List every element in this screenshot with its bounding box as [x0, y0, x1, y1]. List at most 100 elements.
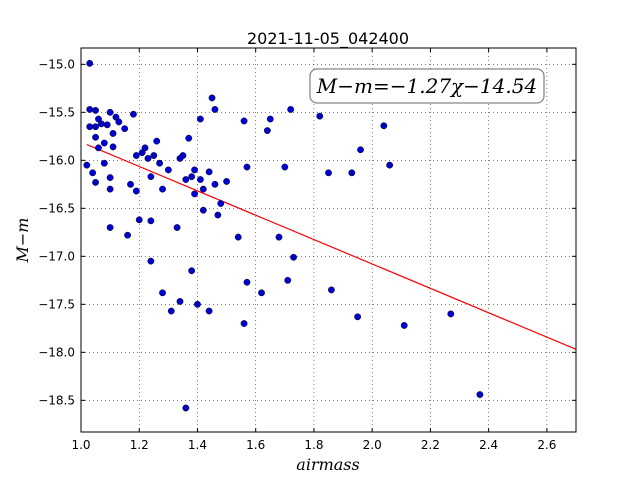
data-point	[287, 106, 295, 113]
data-point	[100, 159, 108, 167]
data-point	[476, 391, 484, 398]
data-point	[205, 307, 213, 315]
data-point	[153, 137, 161, 145]
data-point	[243, 163, 251, 171]
data-point	[214, 211, 222, 219]
data-point	[199, 206, 207, 214]
y-tick-labels: −15.0 −15.5 −16.0 −16.5 −17.0 −17.5 −18.0 −18.5	[38, 57, 75, 407]
data-point	[92, 133, 99, 141]
data-point	[141, 144, 149, 152]
x-tick-labels: 1.0 1.2 1.4 1.6 1.8 2.0 2.2 2.4 2.6	[71, 438, 556, 452]
data-point	[348, 169, 356, 177]
data-point	[121, 125, 129, 133]
data-point	[132, 152, 140, 159]
plot-frame	[80, 47, 577, 433]
data-point	[284, 276, 292, 284]
data-point	[191, 166, 198, 174]
x-tick-label: 2.6	[537, 438, 556, 452]
data-point	[156, 159, 164, 167]
data-point	[86, 123, 94, 131]
data-point	[106, 174, 114, 182]
data-point	[159, 289, 166, 297]
data-point	[144, 154, 152, 162]
data-point	[240, 117, 248, 125]
data-point	[196, 176, 204, 183]
data-point	[132, 187, 140, 195]
data-point	[328, 286, 335, 294]
data-point	[191, 190, 198, 198]
y-tick-label: −16.5	[38, 201, 75, 215]
data-point	[86, 106, 94, 113]
x-tick-label: 2.4	[479, 438, 498, 452]
fit-line-layer	[86, 143, 577, 350]
y-tick-label: −16.0	[38, 153, 75, 167]
data-point	[106, 108, 114, 116]
y-tick-label: −17.0	[38, 249, 75, 263]
data-point	[211, 106, 219, 113]
data-point	[173, 224, 181, 231]
data-point	[199, 185, 207, 193]
y-axis-label: M−m	[13, 218, 32, 264]
annotation-box	[309, 68, 545, 104]
data-point	[182, 404, 190, 412]
data-point	[354, 313, 362, 321]
data-point	[400, 322, 408, 329]
data-point	[217, 200, 225, 207]
data-point	[266, 115, 274, 123]
data-point	[179, 152, 187, 159]
data-point	[106, 185, 114, 193]
data-point	[243, 278, 251, 286]
data-point	[234, 233, 242, 241]
data-point	[196, 115, 204, 123]
data-point	[92, 178, 99, 186]
data-point	[205, 168, 213, 176]
data-point	[325, 169, 332, 177]
data-points	[83, 59, 484, 412]
data-point	[176, 298, 184, 305]
data-point	[380, 122, 388, 130]
fit-line	[86, 143, 577, 350]
data-point	[147, 173, 155, 181]
data-point	[357, 146, 364, 154]
axis-ticks	[80, 48, 576, 432]
data-point	[127, 180, 134, 188]
data-point	[103, 121, 111, 129]
fit-equation: M−m=−1.27χ−14.54	[316, 74, 537, 98]
data-point	[281, 163, 289, 171]
data-point	[447, 310, 455, 318]
data-point	[147, 217, 155, 225]
data-point	[92, 107, 99, 114]
data-point	[106, 224, 114, 231]
data-point	[164, 166, 172, 174]
data-point	[150, 152, 158, 159]
x-tick-label: 2.2	[421, 438, 440, 452]
data-point	[92, 123, 99, 131]
y-tick-label: −15.0	[38, 57, 75, 71]
data-point	[109, 130, 117, 137]
data-point	[167, 307, 175, 315]
data-point	[194, 300, 201, 308]
x-tick-label: 1.8	[304, 438, 323, 452]
grid	[80, 48, 576, 432]
x-tick-label: 1.4	[188, 438, 207, 452]
data-point	[86, 59, 94, 67]
data-point	[147, 257, 155, 265]
data-point	[109, 143, 117, 151]
data-point	[159, 185, 166, 193]
data-point	[275, 233, 283, 241]
data-point	[188, 173, 196, 181]
x-tick-label: 1.0	[71, 438, 90, 452]
data-point	[240, 320, 248, 327]
data-point	[115, 118, 123, 126]
data-point	[135, 216, 143, 224]
data-point	[208, 94, 216, 102]
x-tick-label: 1.6	[246, 438, 265, 452]
y-tick-label: −15.5	[38, 105, 75, 119]
data-point	[95, 144, 102, 152]
y-tick-label: −17.5	[38, 297, 75, 311]
data-point	[89, 169, 97, 177]
fit-annotation: M−m=−1.27χ−14.54	[309, 68, 545, 104]
data-point	[130, 110, 137, 118]
data-point	[185, 134, 193, 142]
